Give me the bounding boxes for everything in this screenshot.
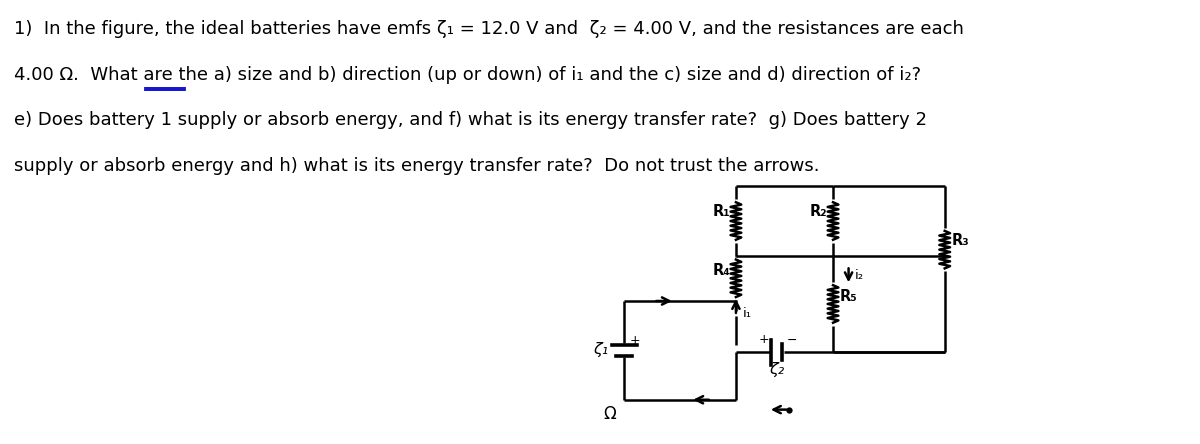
- Text: R₃: R₃: [952, 233, 970, 248]
- Text: R₅: R₅: [840, 289, 858, 304]
- Text: Ω: Ω: [602, 405, 616, 424]
- Text: −: −: [786, 333, 797, 346]
- Text: e) Does battery 1 supply or absorb energy, and f) what is its energy transfer ra: e) Does battery 1 supply or absorb energ…: [14, 111, 928, 129]
- Text: 4.00 Ω.  What are the a) size and b) direction (up or down) of i₁ and the c) siz: 4.00 Ω. What are the a) size and b) dire…: [14, 66, 922, 84]
- Text: +: +: [758, 333, 769, 346]
- Text: supply or absorb energy and h) what is its energy transfer rate?  Do not trust t: supply or absorb energy and h) what is i…: [14, 157, 820, 174]
- Text: R₄: R₄: [713, 263, 731, 278]
- Text: 1)  In the figure, the ideal batteries have emfs ζ₁ = 12.0 V and  ζ₂ = 4.00 V, a: 1) In the figure, the ideal batteries ha…: [14, 20, 965, 38]
- Text: ζ₁: ζ₁: [593, 342, 608, 357]
- Text: R₂: R₂: [810, 204, 827, 219]
- Text: +: +: [630, 334, 641, 348]
- Text: i₂: i₂: [854, 269, 864, 282]
- Text: i₁: i₁: [743, 307, 751, 320]
- Text: ζ₂: ζ₂: [769, 362, 784, 377]
- Text: R₁: R₁: [713, 204, 731, 219]
